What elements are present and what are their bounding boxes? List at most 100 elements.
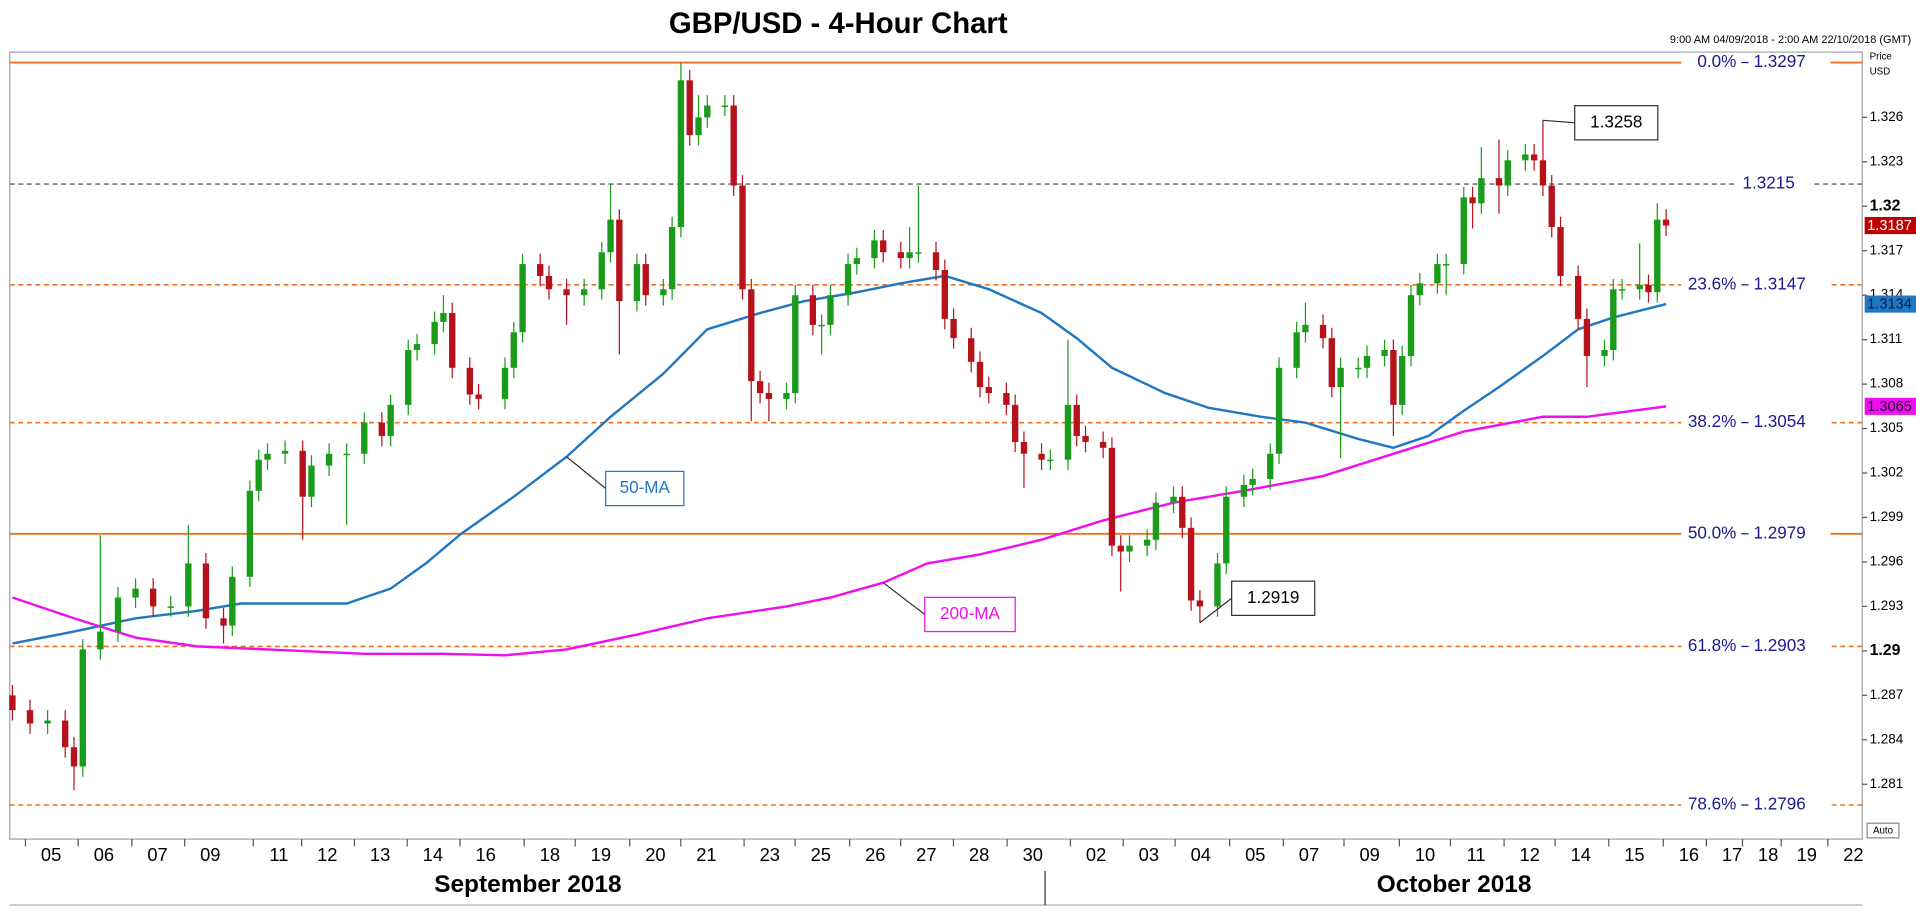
candle-body (844, 264, 852, 296)
candle-body (580, 289, 588, 296)
candle-body (985, 387, 992, 394)
candle-body (1645, 284, 1652, 293)
x-tick-label: 22 (1843, 844, 1863, 865)
x-tick-label: 06 (94, 844, 114, 865)
candle-body (1302, 324, 1309, 333)
candle-body (1355, 367, 1362, 370)
candle-body (1583, 318, 1591, 356)
y-tick-label: 1.299 (1870, 509, 1904, 524)
candle-body (906, 252, 913, 259)
x-tick-label: 23 (760, 844, 780, 865)
ma-label: 200-MA (940, 604, 1000, 623)
x-tick-label: 25 (811, 844, 831, 865)
candle-body (44, 720, 51, 724)
candle-body (70, 747, 78, 767)
x-tick-label: 27 (916, 844, 936, 865)
candle-body (466, 367, 473, 395)
x-tick-label: 16 (475, 844, 495, 865)
level-value: 1.2979 (1753, 523, 1805, 542)
candle-body (1416, 283, 1423, 296)
candle-body (739, 185, 746, 290)
candle-body (378, 422, 386, 436)
candle-body (1293, 332, 1300, 368)
y-tick-label: 1.284 (1870, 731, 1904, 746)
level-label-bg (1681, 52, 1831, 73)
price-tag-label: 1.3134 (1867, 297, 1912, 313)
candle-body (818, 324, 825, 327)
candle-body (537, 264, 544, 276)
candle-body (897, 252, 904, 259)
candle-body (765, 393, 773, 399)
candle-body (255, 459, 262, 491)
candle-body (748, 289, 755, 382)
price-tag (1864, 397, 1916, 415)
candle-body (616, 219, 623, 302)
x-tick-label: 10 (1415, 844, 1435, 865)
candle-body (1011, 404, 1019, 442)
candle-body (932, 252, 940, 271)
y-tick-label: 1.311 (1870, 331, 1903, 346)
candle-body (1038, 453, 1045, 460)
y-tick-label: 1.287 (1870, 687, 1904, 702)
candle-body (721, 105, 729, 107)
candle-body (1636, 284, 1643, 290)
level-value: 1.3297 (1753, 52, 1805, 71)
x-tick-label: 26 (865, 844, 885, 865)
candle-body (809, 295, 817, 325)
x-tick-label: 11 (1467, 844, 1486, 865)
candle-body (229, 576, 236, 626)
x-tick-label: 19 (591, 844, 611, 865)
x-tick-label: 07 (1299, 844, 1319, 865)
x-tick-label: 19 (1797, 844, 1817, 865)
candle-body (871, 240, 878, 259)
level-value: 1.3147 (1753, 274, 1805, 293)
candle-body (1267, 453, 1274, 479)
x-tick-label: 13 (370, 844, 390, 865)
candle-body (598, 252, 605, 290)
x-tick-label: 09 (1359, 844, 1379, 865)
candle-body (695, 117, 702, 136)
x-tick-label: 09 (200, 844, 220, 865)
x-tick-label: 16 (1679, 844, 1699, 865)
level-label-bg (1681, 412, 1831, 433)
chart-title: GBP/USD - 4-Hour Chart (669, 7, 1008, 40)
candle-body (976, 361, 984, 388)
ma-label-leader (882, 582, 926, 615)
candle-body (1047, 459, 1054, 462)
candle-body (114, 597, 122, 632)
x-tick-label: 17 (1722, 844, 1742, 865)
auto-label: Auto (1873, 826, 1894, 837)
candle-body (1214, 563, 1221, 607)
level-percent: 78.6% (1688, 795, 1736, 814)
auto-box (1866, 822, 1900, 839)
month-label: September 2018 (434, 871, 621, 898)
candle-body (1662, 219, 1670, 226)
x-tick-label: 20 (645, 844, 665, 865)
x-tick-label: 15 (1624, 844, 1644, 865)
candle-body (1390, 350, 1397, 405)
ma-label-box (605, 470, 685, 507)
y-axis-label: Price (1870, 52, 1892, 63)
x-tick-label: 18 (1758, 844, 1778, 865)
callout-label: 1.3258 (1590, 112, 1642, 131)
candle-body (756, 381, 764, 394)
y-tick-label: 1.308 (1870, 376, 1904, 391)
x-tick-label: 12 (1520, 844, 1540, 865)
callout-label-leader (1542, 119, 1575, 124)
candle-body (1399, 355, 1406, 405)
candle-body (1601, 350, 1608, 356)
candle-body (1319, 324, 1327, 339)
level-label-bg (1681, 275, 1831, 295)
candle-body (1179, 496, 1186, 528)
candle-body (1460, 197, 1467, 265)
x-tick-label: 21 (696, 844, 716, 865)
level-value: 1.2796 (1753, 795, 1805, 814)
candle-body (308, 465, 315, 497)
y-tick-label: 1.317 (1870, 242, 1904, 257)
candle-body (1020, 441, 1028, 454)
candle-body (246, 490, 254, 577)
plot-frame (9, 51, 1863, 840)
x-tick-label: 05 (1245, 844, 1265, 865)
candle-body (220, 618, 227, 626)
